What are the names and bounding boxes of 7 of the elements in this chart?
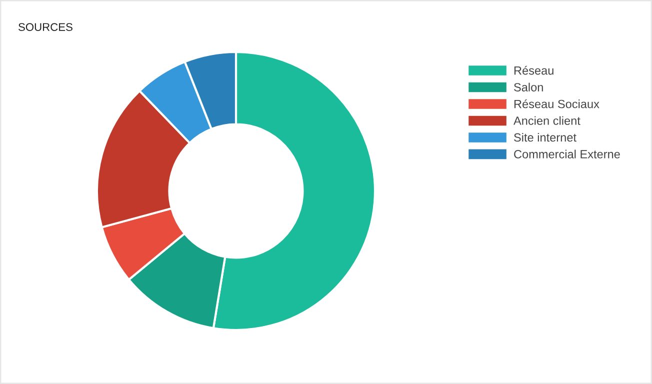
chart-title: SOURCES <box>18 23 72 31</box>
legend-label: Commercial Externe <box>514 150 620 158</box>
legend-label: Ancien client <box>514 116 580 125</box>
legend-label: Réseau <box>514 66 554 75</box>
legend-label: Réseau Sociaux <box>514 99 600 108</box>
legend-label: Site internet <box>514 132 576 142</box>
legend-label: Salon <box>514 82 543 92</box>
